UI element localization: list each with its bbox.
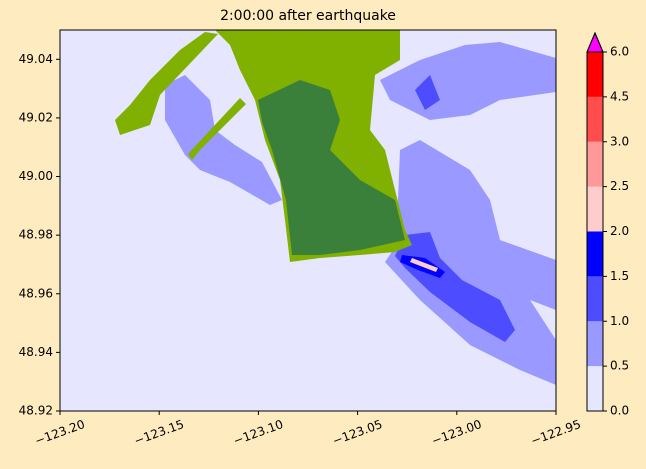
colorbar-tick-label: 4.5 bbox=[610, 89, 629, 103]
plot-frame bbox=[59, 29, 557, 412]
colorbar-tick-label: 3.0 bbox=[610, 134, 629, 148]
colorbar-segment bbox=[587, 321, 603, 367]
colorbar-segment bbox=[587, 276, 603, 322]
water-region bbox=[165, 75, 282, 205]
colorbar-tick-label: 1.5 bbox=[610, 269, 629, 283]
water-region bbox=[410, 258, 438, 272]
colorbar-segment bbox=[587, 186, 603, 232]
colorbar-frame bbox=[586, 31, 604, 412]
colorbar-tick-label: 1.0 bbox=[610, 314, 629, 328]
colorbar-segment bbox=[587, 141, 603, 187]
y-tick-label: 49.00 bbox=[19, 169, 53, 183]
land bbox=[258, 80, 405, 255]
y-tick-label: 48.92 bbox=[19, 404, 53, 418]
colorbar-tick-label: 2.0 bbox=[610, 224, 629, 238]
water-region bbox=[415, 75, 440, 110]
water-region bbox=[385, 140, 556, 385]
colorbar-tick-label: 2.5 bbox=[610, 179, 629, 193]
colorbar-tick-label: 0.0 bbox=[610, 404, 629, 418]
y-tick-label: 48.96 bbox=[19, 286, 53, 300]
colorbar-tick-label: 6.0 bbox=[610, 45, 629, 59]
colorbar-segment bbox=[587, 231, 603, 277]
land bbox=[188, 98, 246, 160]
y-tick-label: 49.02 bbox=[19, 110, 53, 124]
chart-title: 2:00:00 after earthquake bbox=[220, 8, 396, 24]
map-area bbox=[60, 30, 556, 411]
y-tick-label: 48.98 bbox=[19, 228, 53, 242]
colorbar-segment bbox=[587, 96, 603, 142]
colorbar-tick-label: 0.5 bbox=[610, 359, 629, 373]
colorbar-segment bbox=[587, 366, 603, 411]
y-tick-label: 48.94 bbox=[19, 345, 53, 359]
y-tick-label: 49.04 bbox=[19, 52, 53, 66]
land bbox=[115, 32, 218, 135]
colorbar-segment bbox=[587, 52, 603, 97]
